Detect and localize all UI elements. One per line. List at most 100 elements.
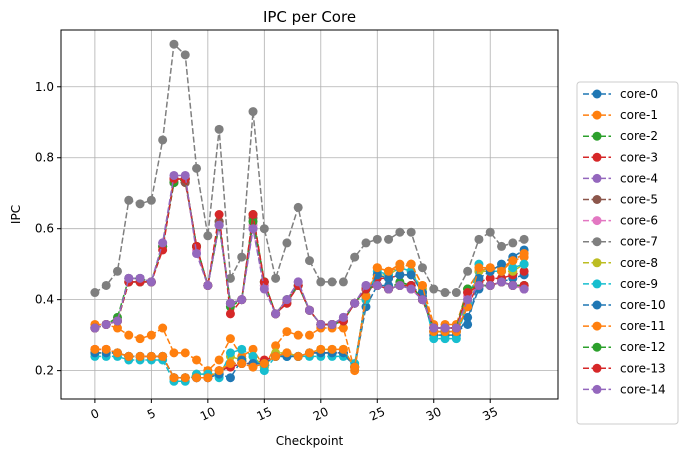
data-point bbox=[395, 270, 405, 280]
data-point bbox=[463, 319, 473, 329]
x-tick-label: 20 bbox=[311, 404, 331, 423]
legend-item: core-12 bbox=[583, 340, 666, 354]
data-point bbox=[237, 252, 247, 262]
data-point bbox=[406, 227, 416, 237]
data-point bbox=[169, 39, 179, 49]
data-point bbox=[463, 295, 473, 305]
data-point bbox=[338, 344, 348, 354]
legend: core-0 core-1 core-2 core-3 core-4 core-5 core… bbox=[576, 81, 679, 425]
series-core-14 bbox=[90, 170, 529, 333]
data-point bbox=[519, 249, 529, 259]
data-point bbox=[497, 241, 507, 251]
data-point bbox=[384, 266, 394, 276]
legend-marker bbox=[592, 279, 602, 289]
data-point bbox=[158, 323, 168, 333]
data-point bbox=[169, 348, 179, 358]
data-point bbox=[508, 263, 518, 273]
data-point bbox=[519, 234, 529, 244]
data-point bbox=[350, 252, 360, 262]
data-point bbox=[519, 259, 529, 269]
data-point bbox=[497, 277, 507, 287]
data-point bbox=[372, 270, 382, 280]
data-point bbox=[293, 330, 303, 340]
data-point bbox=[214, 220, 224, 230]
data-point bbox=[440, 323, 450, 333]
data-point bbox=[112, 316, 122, 326]
chart-title: IPC per Core bbox=[263, 8, 356, 26]
data-point bbox=[474, 280, 484, 290]
data-point bbox=[112, 348, 122, 358]
data-point bbox=[305, 348, 314, 358]
legend-label: core-11 bbox=[620, 319, 666, 333]
data-point bbox=[225, 273, 235, 283]
x-tick-label: 25 bbox=[367, 404, 387, 423]
data-point bbox=[327, 344, 337, 354]
data-point bbox=[417, 295, 427, 305]
data-point bbox=[395, 227, 405, 237]
data-point bbox=[180, 170, 190, 180]
data-point bbox=[451, 288, 461, 298]
series-core-8 bbox=[90, 259, 529, 383]
data-point bbox=[305, 305, 314, 315]
data-point bbox=[485, 273, 495, 283]
data-point bbox=[135, 273, 145, 283]
data-point bbox=[225, 348, 235, 358]
data-point bbox=[192, 163, 202, 173]
y-axis-label: IPC bbox=[9, 205, 23, 224]
data-point bbox=[248, 344, 258, 354]
x-axis: 0 5 10 15 20 25 30 35 bbox=[88, 399, 500, 424]
data-point bbox=[180, 373, 190, 383]
y-tick-label: 0.6 bbox=[35, 222, 54, 236]
data-point bbox=[271, 273, 281, 283]
legend-item: core-14 bbox=[583, 382, 666, 396]
data-point bbox=[203, 373, 213, 383]
data-point bbox=[463, 288, 473, 298]
grid bbox=[61, 30, 558, 399]
data-point bbox=[372, 280, 382, 290]
legend-label: core-5 bbox=[620, 193, 658, 207]
data-point bbox=[271, 309, 281, 319]
legend-marker bbox=[592, 131, 602, 141]
legend-item: core-7 bbox=[583, 235, 658, 249]
legend-item: core-2 bbox=[583, 129, 658, 143]
legend-marker bbox=[592, 363, 602, 373]
data-point bbox=[101, 280, 111, 290]
data-point bbox=[384, 284, 394, 294]
legend-label: core-1 bbox=[620, 108, 658, 122]
data-point bbox=[158, 351, 168, 361]
legend-label: core-4 bbox=[620, 171, 658, 185]
data-point bbox=[135, 199, 145, 209]
data-point bbox=[406, 270, 416, 280]
legend-label: core-10 bbox=[620, 298, 666, 312]
data-point bbox=[135, 334, 145, 344]
data-point bbox=[146, 351, 156, 361]
data-point bbox=[169, 170, 179, 180]
legend-marker bbox=[592, 342, 602, 352]
data-point bbox=[237, 295, 247, 305]
data-point bbox=[361, 238, 371, 248]
legend-label: core-6 bbox=[620, 214, 658, 228]
series-layer bbox=[90, 39, 529, 386]
data-point bbox=[259, 366, 269, 376]
legend-label: core-7 bbox=[620, 235, 658, 249]
legend-marker bbox=[592, 152, 602, 162]
data-point bbox=[225, 373, 235, 383]
series-core-9 bbox=[90, 259, 529, 386]
data-point bbox=[429, 284, 439, 294]
legend-item: core-6 bbox=[583, 214, 658, 228]
data-point bbox=[417, 280, 427, 290]
data-point bbox=[225, 334, 235, 344]
legend-marker bbox=[592, 110, 602, 120]
series-line bbox=[94, 178, 525, 329]
legend-marker bbox=[592, 237, 602, 247]
x-tick-label: 10 bbox=[198, 404, 218, 423]
data-point bbox=[282, 327, 292, 337]
data-point bbox=[327, 277, 337, 287]
data-point bbox=[169, 373, 179, 383]
data-point bbox=[124, 330, 134, 340]
data-point bbox=[237, 359, 247, 369]
data-point bbox=[158, 135, 168, 145]
data-point bbox=[293, 202, 303, 212]
legend-label: core-12 bbox=[620, 340, 666, 354]
